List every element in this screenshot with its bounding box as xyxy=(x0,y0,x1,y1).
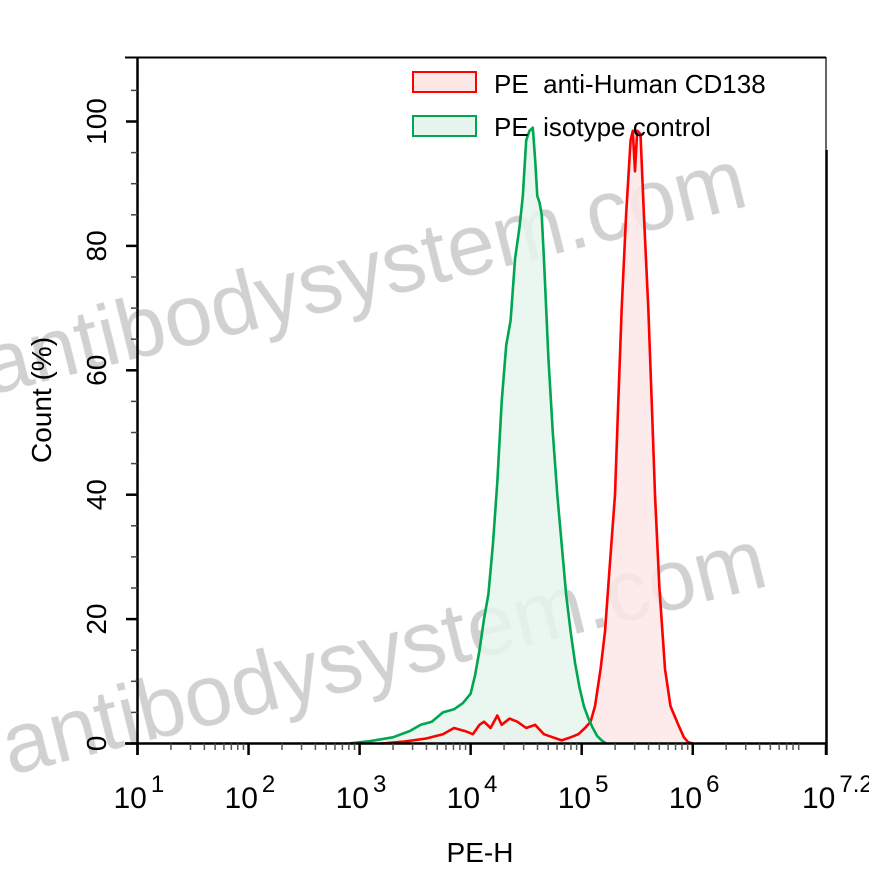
x-tick-label: 10 5 xyxy=(558,771,609,815)
x-tick-label: 10 3 xyxy=(336,771,387,815)
y-tick-label: 20 xyxy=(81,604,112,635)
y-tick-label: 40 xyxy=(81,479,112,510)
legend-swatch-cd138 xyxy=(412,71,477,93)
x-tick-label: 10 4 xyxy=(447,771,498,815)
x-tick-label: 10 2 xyxy=(225,771,276,815)
legend: PE anti-Human CD138 PE isotype control xyxy=(412,69,766,142)
plot-frame xyxy=(125,56,828,755)
series-fill-1 xyxy=(348,127,607,744)
y-axis-label: Count (%) xyxy=(26,337,57,463)
series-line-1 xyxy=(348,126,607,745)
y-tick-label: 80 xyxy=(81,230,112,261)
x-tick-label: 10 1 xyxy=(114,771,165,815)
x-tick-label: 10 6 xyxy=(669,771,720,815)
y-tick-label: 60 xyxy=(81,355,112,386)
legend-label-isotype: PE isotype control xyxy=(494,112,711,142)
legend-label-cd138: PE anti-Human CD138 xyxy=(494,69,766,99)
y-tick-label: 0 xyxy=(81,736,112,752)
series-layer xyxy=(348,126,694,745)
x-tick-label: 10 7.2 xyxy=(802,771,869,815)
y-axis-ticks: 0 20 40 60 80 100 xyxy=(81,89,138,752)
x-axis-label: PE-H xyxy=(447,837,514,868)
series-line-0 xyxy=(381,129,694,745)
y-tick-label: 100 xyxy=(81,98,112,145)
x-axis-ticks: 10 1 10 2 10 3 10 4 10 5 10 6 10 7.2 xyxy=(114,743,869,815)
legend-swatch-isotype xyxy=(412,115,477,137)
series-fill-0 xyxy=(381,130,693,744)
